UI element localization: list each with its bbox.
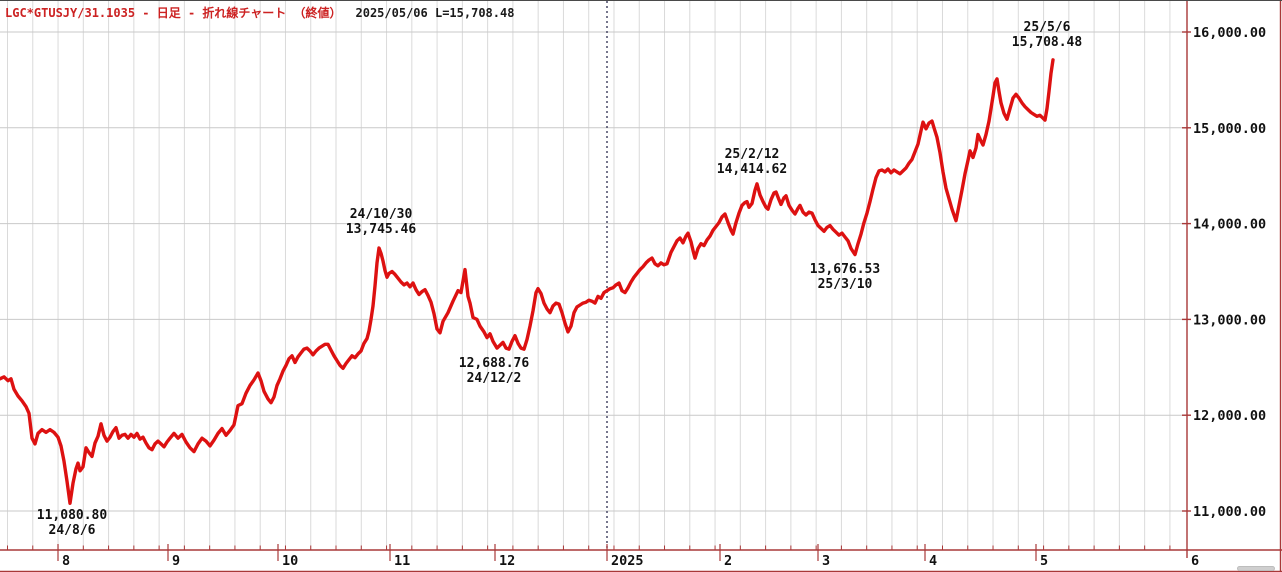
- month-label: 4: [929, 553, 937, 569]
- annotation-line: 24/10/30: [350, 207, 413, 222]
- y-tick-label: 11,000.00: [1193, 504, 1266, 520]
- annotation-line: 24/12/2: [467, 371, 522, 386]
- annotation-line: 25/2/12: [725, 147, 780, 162]
- annotation: 25/2/12 14,414.62: [717, 147, 787, 177]
- annotation-line: 25/5/6: [1024, 20, 1071, 35]
- chart-header: LGC*GTUSJY/31.1035 - 日足 - 折れ線チャート （終値） 20…: [5, 4, 514, 21]
- annotation-line: 11,080.80: [37, 508, 108, 523]
- month-label: 11: [394, 553, 410, 569]
- month-label: 6: [1191, 553, 1199, 569]
- month-label: 5: [1040, 553, 1048, 569]
- month-label: 2: [724, 553, 732, 569]
- month-label: 2025: [611, 553, 644, 569]
- annotation-line: 13,676.53: [810, 262, 880, 277]
- annotation-line: 15,708.48: [1012, 35, 1083, 50]
- y-tick-label: 14,000.00: [1193, 217, 1266, 233]
- annotation-line: 25/3/10: [818, 277, 873, 292]
- resize-grip[interactable]: [1237, 566, 1275, 571]
- annotation-line: 24/8/6: [49, 523, 96, 538]
- month-label: 10: [282, 553, 298, 569]
- annotation: 25/5/6 15,708.48: [1012, 20, 1083, 50]
- y-tick-label: 16,000.00: [1193, 25, 1266, 41]
- annotation-line: 14,414.62: [717, 162, 787, 177]
- annotation-line: 12,688.76: [459, 356, 530, 371]
- month-label: 9: [172, 553, 180, 569]
- annotation: 24/10/30 13,745.46: [346, 207, 417, 237]
- annotation: 13,676.53 25/3/10: [810, 262, 880, 292]
- month-label: 8: [62, 553, 70, 569]
- annotation: 11,080.80 24/8/6: [37, 508, 108, 538]
- instrument-title: LGC*GTUSJY/31.1035 - 日足 - 折れ線チャート （終値）: [5, 6, 342, 20]
- y-tick-label: 15,000.00: [1193, 121, 1266, 137]
- annotation-line: 13,745.46: [346, 222, 417, 237]
- price-line: [0, 58, 1055, 505]
- y-tick-label: 13,000.00: [1193, 312, 1266, 328]
- date-close-readout: 2025/05/06 L=15,708.48: [355, 6, 515, 20]
- y-tick-label: 12,000.00: [1193, 408, 1266, 424]
- month-label: 3: [822, 553, 830, 569]
- month-label: 12: [499, 553, 515, 569]
- annotation: 12,688.76 24/12/2: [459, 356, 530, 386]
